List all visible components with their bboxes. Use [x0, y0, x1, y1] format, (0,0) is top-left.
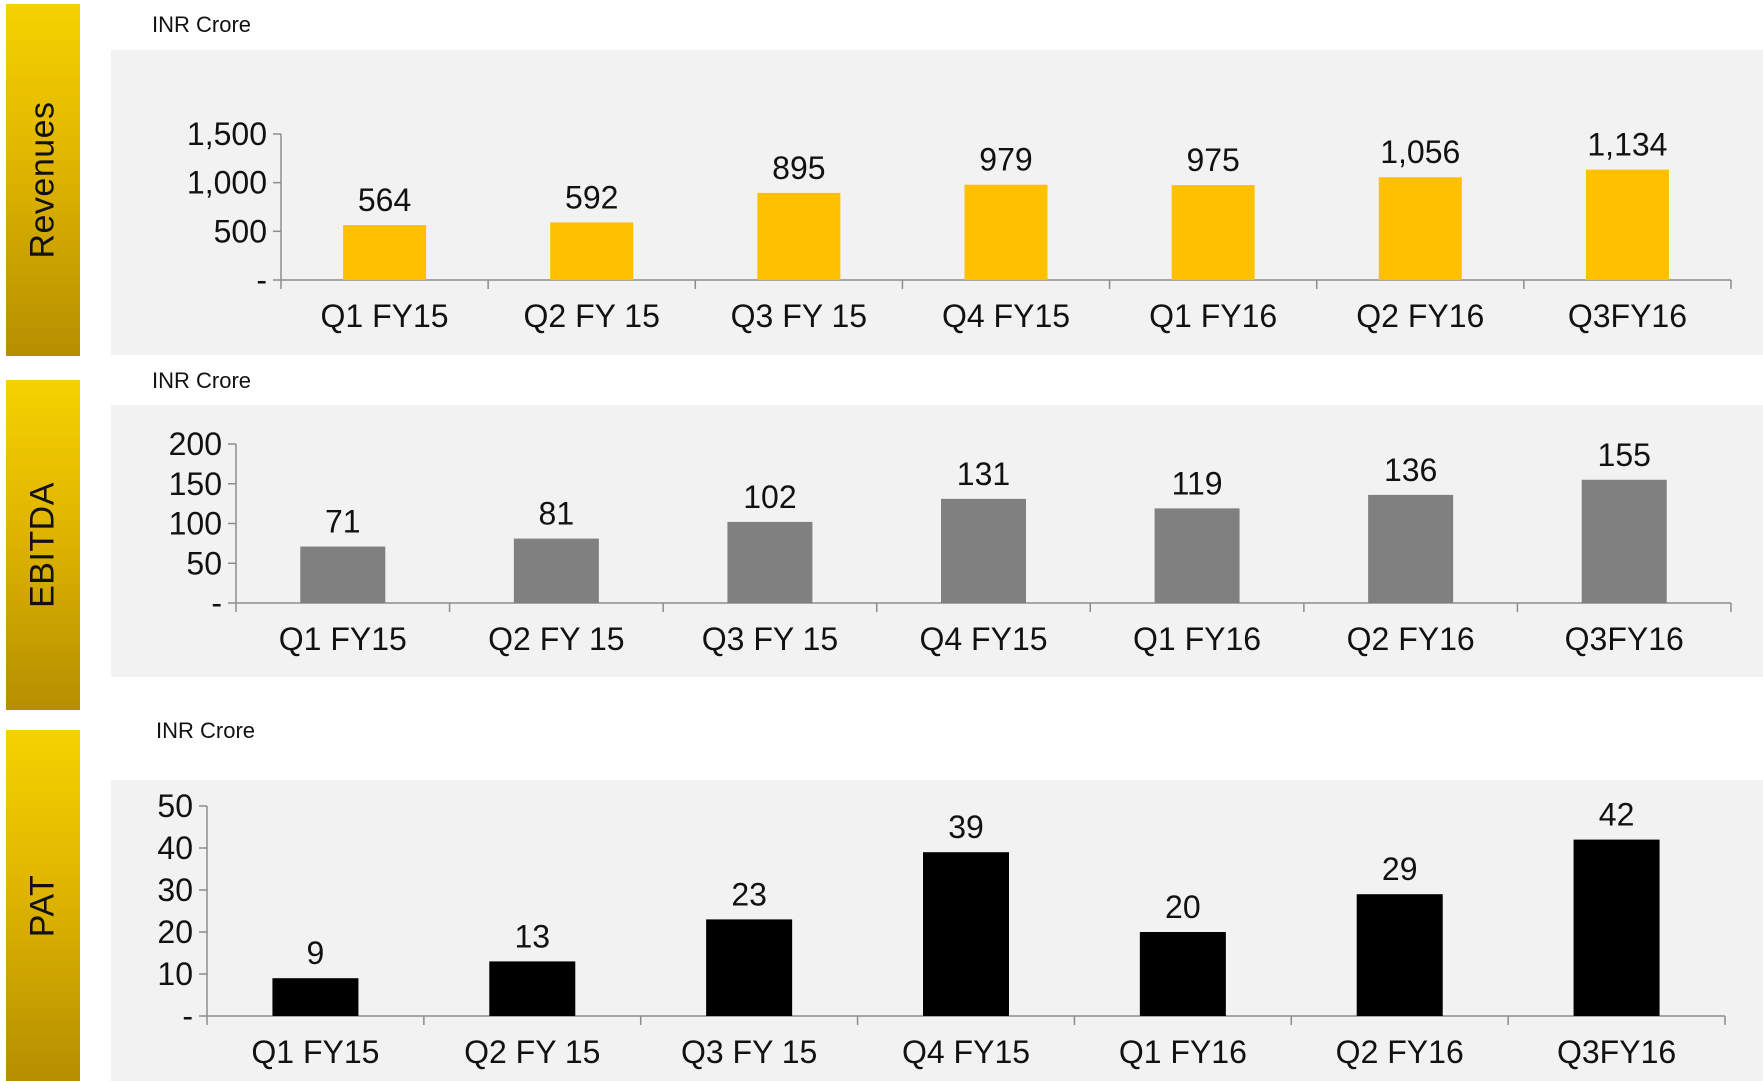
pat-bar [1139, 932, 1226, 1016]
revenues-y-tick-label: 1,000 [187, 165, 267, 201]
pat-category-label: Q1 FY16 [1119, 1034, 1247, 1070]
ebitda-chart-panel: - 50 100 150 200 71 Q1 FY15 81 Q2 FY 15 102 Q3 FY … [111, 405, 1763, 677]
ebitda-bar [1581, 479, 1667, 603]
pat-category-label: Q3 FY 15 [681, 1034, 817, 1070]
revenues-bar [757, 192, 841, 280]
ebitda-side-label: EBITDA [23, 482, 62, 608]
pat-value-label: 42 [1599, 797, 1635, 833]
ebitda-category-label: Q2 FY16 [1347, 621, 1475, 657]
revenues-chart: - 500 1,000 1,500 564 Q1 FY15 592 Q2 FY 15 895 Q3… [187, 116, 1732, 334]
pat-bar [706, 919, 793, 1016]
ebitda-bar [1154, 508, 1240, 603]
revenues-y-tick-label: 500 [214, 213, 267, 249]
pat-chart-panel: - 10 20 30 40 50 9 Q1 FY15 13 Q2 FY 15 23 Q3 FY 15 3… [111, 780, 1763, 1081]
revenues-bar [964, 184, 1048, 280]
revenues-unit-label: INR Crore [152, 12, 252, 37]
ebitda-unit-label: INR Crore [152, 368, 252, 393]
ebitda-category-label: Q3FY16 [1565, 621, 1684, 657]
pat-y-tick-label: 30 [157, 872, 193, 908]
revenues-bar [550, 222, 634, 280]
ebitda-y-tick-label: - [211, 585, 222, 621]
ebitda-value-label: 155 [1598, 437, 1651, 473]
revenues-bar [1585, 169, 1669, 280]
ebitda-bar [300, 546, 386, 603]
pat-bar [1573, 839, 1660, 1016]
ebitda-value-label: 119 [1172, 465, 1223, 501]
revenues-category-label: Q4 FY15 [942, 298, 1070, 334]
pat-value-label: 23 [731, 876, 767, 912]
revenues-category-label: Q3FY16 [1568, 298, 1687, 334]
pat-side-label: PAT [23, 874, 62, 937]
ebitda-category-label: Q3 FY 15 [702, 621, 838, 657]
pat-value-label: 9 [307, 935, 325, 971]
revenues-side-label: Revenues [23, 101, 62, 259]
pat-y-tick-label: 20 [157, 914, 193, 950]
ebitda-bar [1368, 494, 1454, 603]
revenues-chart-panel: - 500 1,000 1,500 564 Q1 FY15 592 Q2 FY 15 895 Q3… [111, 50, 1763, 355]
ebitda-y-tick-label: 50 [186, 545, 222, 581]
revenues-value-label: 592 [565, 179, 618, 215]
ebitda-y-tick-label: 200 [169, 426, 222, 462]
pat-category-label: Q2 FY 15 [464, 1034, 600, 1070]
revenues-category-label: Q2 FY 15 [524, 298, 660, 334]
ebitda-bar [941, 498, 1026, 603]
revenues-bar [1378, 177, 1462, 280]
revenues-value-label: 975 [1186, 142, 1239, 178]
ebitda-y-tick-label: 150 [169, 466, 222, 502]
revenues-category-label: Q2 FY16 [1356, 298, 1484, 334]
revenues-y-tick-label: - [256, 262, 267, 298]
pat-category-label: Q3FY16 [1557, 1034, 1676, 1070]
revenues-value-label: 1,134 [1587, 127, 1667, 163]
ebitda-value-label: 131 [957, 456, 1010, 492]
ebitda-category-label: Q1 FY15 [279, 621, 407, 657]
pat-value-label: 13 [514, 918, 550, 954]
pat-unit-label: INR Crore [156, 718, 256, 743]
ebitda-bar [727, 521, 813, 603]
pat-y-tick-label: - [182, 998, 193, 1034]
revenues-category-label: Q3 FY 15 [731, 298, 867, 334]
revenues-bar [1171, 185, 1255, 280]
pat-bar [489, 961, 576, 1016]
ebitda-value-label: 136 [1384, 452, 1437, 488]
pat-bar [923, 852, 1009, 1016]
ebitda-category-label: Q2 FY 15 [488, 621, 624, 657]
pat-category-label: Q4 FY15 [902, 1034, 1030, 1070]
ebitda-y-tick-label: 100 [169, 506, 222, 542]
ebitda-category-label: Q1 FY16 [1133, 621, 1261, 657]
revenues-bar [343, 225, 427, 280]
ebitda-value-label: 81 [539, 496, 575, 532]
pat-y-tick-label: 50 [157, 788, 193, 824]
pat-y-tick-label: 10 [157, 956, 193, 992]
revenues-value-label: 1,056 [1380, 134, 1460, 170]
pat-category-label: Q1 FY15 [251, 1034, 379, 1070]
pat-category-label: Q2 FY16 [1336, 1034, 1464, 1070]
ebitda-side-tab: EBITDA [6, 380, 80, 710]
ebitda-bar [513, 538, 599, 603]
revenues-value-label: 979 [979, 142, 1032, 178]
revenues-value-label: 895 [772, 150, 825, 186]
pat-value-label: 39 [948, 809, 984, 845]
revenues-category-label: Q1 FY15 [321, 298, 449, 334]
revenues-category-label: Q1 FY16 [1149, 298, 1277, 334]
pat-y-tick-label: 40 [157, 830, 193, 866]
pat-value-label: 29 [1382, 851, 1418, 887]
pat-value-label: 20 [1165, 889, 1201, 925]
ebitda-value-label: 102 [743, 479, 796, 515]
revenues-value-label: 564 [358, 182, 411, 218]
revenues-y-tick-label: 1,500 [187, 116, 267, 152]
ebitda-category-label: Q4 FY15 [919, 621, 1047, 657]
pat-bar [1356, 894, 1443, 1016]
pat-bar [272, 978, 359, 1016]
revenues-side-tab: Revenues [6, 4, 80, 356]
pat-side-tab: PAT [6, 730, 80, 1081]
ebitda-value-label: 71 [325, 504, 361, 540]
pat-chart: - 10 20 30 40 50 9 Q1 FY15 13 Q2 FY 15 23 Q3 FY 15 3… [157, 788, 1726, 1070]
